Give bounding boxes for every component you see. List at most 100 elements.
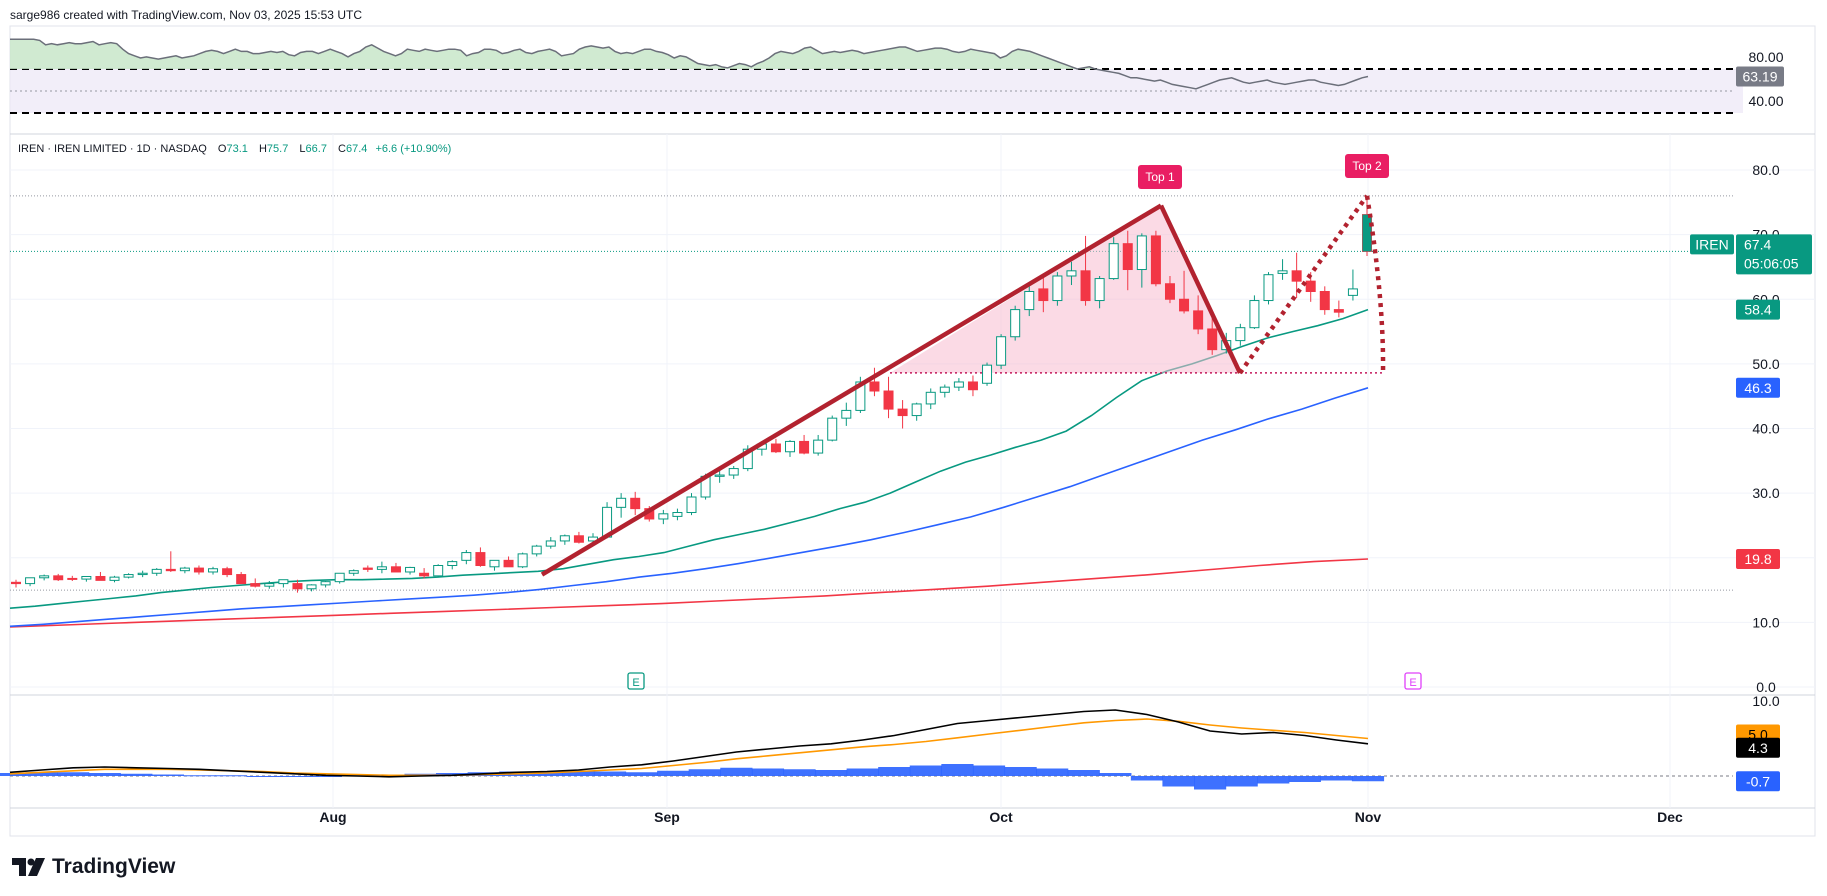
candle-body [236,574,247,585]
candle [1249,295,1260,329]
candle-body [475,552,486,567]
macd-line [9,709,1369,778]
candle-body [208,568,219,573]
candle-body [1319,290,1330,311]
candle [714,469,725,483]
candle [1024,286,1035,317]
candle [25,577,36,587]
macd-histogram-bar [214,775,248,777]
time-tick-label: Sep [654,809,680,825]
candle-body [827,417,838,441]
candle [869,367,880,397]
macd-tick-label: 10.0 [1752,693,1779,709]
candle-body [1094,278,1105,302]
price-tick-label: 0.0 [1756,679,1776,695]
candle [827,415,838,442]
macd-histogram-bar [1351,776,1385,782]
candle [278,579,289,588]
candle-body [925,391,936,405]
candle-body [348,570,359,574]
candle-body [1277,270,1288,274]
macd-histogram-bar [751,768,785,776]
candle-body [334,572,345,583]
candle [193,565,204,575]
candle [362,565,373,572]
legend-symbol: IREN · IREN LIMITED · 1D · NASDAQ [18,143,207,155]
macd-histogram-bar [1036,768,1069,776]
candle [320,581,331,588]
candle [250,578,261,588]
macd-histogram-bar [25,772,58,776]
macd-histogram-bar [815,770,848,776]
candle [939,384,950,398]
macd-histogram-bar [783,769,816,776]
candle [770,438,781,454]
candle-body [1249,300,1260,329]
candle-body [320,581,331,586]
legend-low-label: L [299,143,306,155]
candle [503,556,514,568]
candle-body [193,567,204,573]
candle-body [545,540,556,547]
rsi-value-label: 63.19 [1742,68,1777,84]
candle [208,566,219,575]
ma-value-badge [1736,549,1780,570]
candle-body [982,364,993,384]
pattern-top-label-box [1138,165,1182,189]
candle [433,564,444,578]
candle [573,531,584,544]
candle-body [1066,270,1077,277]
candle-body [996,336,1007,366]
candle [531,544,542,557]
candle [1179,270,1190,314]
candle-body [939,386,950,393]
pattern-leg-up [540,203,1163,577]
candle [39,574,50,581]
symbol-tag-badge [1690,234,1734,255]
candle-body [1080,270,1091,302]
candle-body [447,561,458,567]
candle [517,552,528,569]
candle [1263,272,1274,305]
rsi-value-badge [1736,66,1784,87]
candle [799,434,810,455]
tradingview-logo[interactable]: TradingView [12,855,175,879]
pattern-leg-down [1158,204,1243,374]
candle-body [433,565,444,577]
candle [53,573,64,582]
candle-body [53,575,64,581]
candle-body [714,474,725,477]
candle-body [728,468,739,476]
candle-body [1108,243,1119,280]
candle [376,561,387,574]
candle-body [841,409,852,419]
candle [1094,275,1105,309]
candle-body [278,579,289,585]
candle-body [390,566,401,573]
candle [151,568,162,576]
macd-value-badge [1736,737,1780,758]
candle-body [1052,275,1063,302]
chart-attribution: sarge986 created with TradingView.com, N… [10,8,362,22]
candle [996,334,1007,370]
candle [953,378,964,392]
symbol-legend: IREN · IREN LIMITED · 1D · NASDAQ O73.1 … [18,143,451,155]
candle-body [1235,327,1246,342]
macd-histogram-bar [1257,776,1290,784]
legend-close: 67.4 [345,143,368,155]
macd-histogram-bar [878,767,911,776]
macd-histogram-bar [972,765,1006,776]
last-price-badge [1736,234,1812,275]
candle [306,584,317,592]
legend-close-label: C [338,143,346,155]
macd-histogram-bar [625,772,658,776]
macd-histogram-bar [846,768,879,776]
candle [334,572,345,584]
macd-histogram-bar [1194,776,1227,790]
macd-histogram-bar [0,773,27,776]
candle [236,571,247,585]
candle-body [1207,328,1218,351]
candle [1052,272,1063,306]
